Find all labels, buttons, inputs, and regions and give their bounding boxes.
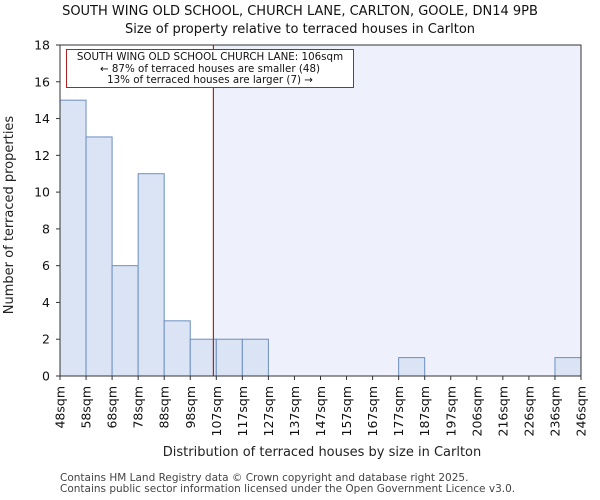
x-tick-label: 98sqm <box>183 386 198 429</box>
y-tick-label: 4 <box>42 295 50 310</box>
x-tick-label: 147sqm <box>313 386 328 436</box>
x-tick-label: 236sqm <box>547 386 562 436</box>
x-tick-label: 68sqm <box>105 386 120 429</box>
bar-177sqm <box>398 357 426 377</box>
annotation-line-3: 13% of terraced houses are larger (7) → <box>107 74 313 86</box>
bar-98sqm <box>189 338 217 377</box>
bar-107sqm <box>215 338 243 377</box>
footer-line-2: Contains public sector information licen… <box>60 483 516 495</box>
x-tick-label: 197sqm <box>443 386 458 436</box>
x-tick-label: 137sqm <box>287 386 302 436</box>
bar-78sqm <box>137 173 165 377</box>
y-tick-label: 16 <box>34 74 50 89</box>
x-tick-label: 216sqm <box>495 386 510 436</box>
x-tick-label: 226sqm <box>521 386 536 436</box>
x-tick-label: 107sqm <box>209 386 224 436</box>
footer-line-1: Contains HM Land Registry data © Crown c… <box>60 472 469 484</box>
y-tick-label: 18 <box>34 38 50 53</box>
property-annotation-box: SOUTH WING OLD SCHOOL CHURCH LANE: 106sq… <box>66 49 354 88</box>
x-tick-label: 167sqm <box>365 386 380 436</box>
x-tick-label: 246sqm <box>574 386 589 436</box>
chart-subtitle: Size of property relative to terraced ho… <box>125 22 475 37</box>
x-tick-label: 78sqm <box>131 386 146 429</box>
annotation-line-2: ← 87% of terraced houses are smaller (48… <box>99 62 321 75</box>
x-tick-label: 157sqm <box>339 386 354 436</box>
bar-236sqm <box>554 357 582 377</box>
y-tick-label: 14 <box>34 111 50 126</box>
y-tick-label: 8 <box>42 221 50 236</box>
y-axis-label: Number of terraced properties <box>2 116 17 315</box>
x-tick-label: 88sqm <box>157 386 172 429</box>
x-tick-label: 177sqm <box>391 386 406 436</box>
x-axis-label: Distribution of terraced houses by size … <box>163 445 482 460</box>
annotation-line-1: SOUTH WING OLD SCHOOL CHURCH LANE: 106sq… <box>76 51 344 63</box>
y-tick-label: 10 <box>34 185 50 200</box>
larger-region-highlight <box>213 45 581 376</box>
x-tick-label: 127sqm <box>261 386 276 436</box>
axes-group: 0 2 4 6 8 10 12 14 16 18 48sqm 58sqm 68sqm 78sqm 88sqm… <box>34 38 588 437</box>
y-tick-label: 12 <box>34 148 50 163</box>
y-tick-label: 0 <box>42 369 50 384</box>
y-tick-label: 2 <box>42 332 50 347</box>
bar-48sqm <box>59 99 87 377</box>
bar-68sqm <box>111 265 139 377</box>
bar-58sqm <box>85 136 113 377</box>
x-tick-label: 48sqm <box>53 386 68 429</box>
x-tick-label: 117sqm <box>235 386 250 436</box>
bar-117sqm <box>241 338 269 377</box>
chart-title: SOUTH WING OLD SCHOOL, CHURCH LANE, CARL… <box>62 4 538 19</box>
bars-group <box>59 99 582 377</box>
x-tick-label: 206sqm <box>469 386 484 436</box>
x-tick-label: 187sqm <box>417 386 432 436</box>
y-tick-label: 6 <box>42 258 50 273</box>
x-tick-label: 58sqm <box>79 386 94 429</box>
bar-88sqm <box>163 320 191 377</box>
